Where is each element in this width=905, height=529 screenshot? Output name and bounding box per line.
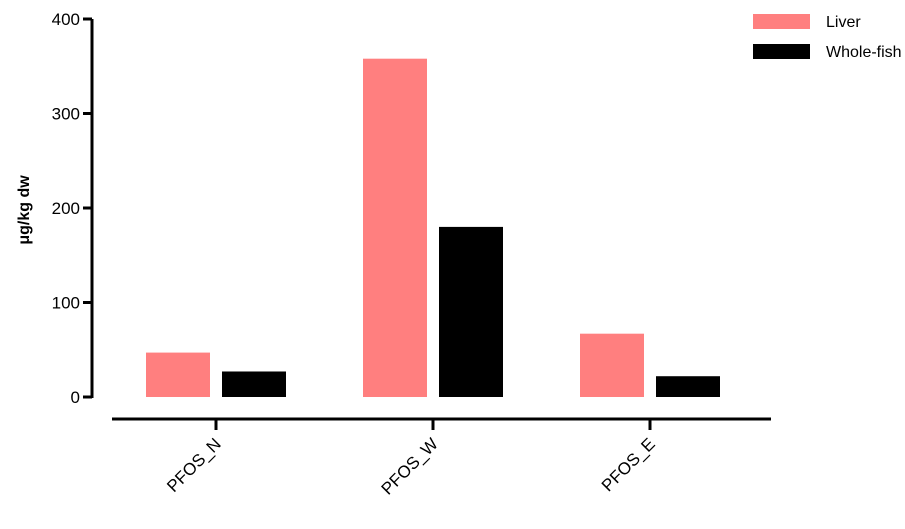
y-axis-title: μg/kg dw [16, 175, 33, 245]
bar-whole-fish-pfos-n [222, 371, 286, 397]
y-tick-label: 300 [52, 105, 80, 124]
x-axis: PFOS_N PFOS_W PFOS_E [112, 417, 771, 499]
legend: Liver Whole-fish [753, 14, 902, 61]
x-tick-label: PFOS_E [598, 434, 659, 495]
x-tick-label: PFOS_N [163, 434, 225, 496]
bar-whole-fish-pfos-e [656, 376, 720, 397]
bar-whole-fish-pfos-w [439, 226, 503, 397]
bar-liver-pfos-w [363, 58, 427, 397]
y-tick-label: 100 [52, 294, 80, 313]
y-axis: 0 100 200 300 400 [52, 10, 94, 407]
legend-swatch [753, 44, 810, 59]
legend-label: Whole-fish [826, 44, 902, 61]
y-tick-label: 0 [71, 388, 80, 407]
bars [146, 58, 720, 397]
y-tick-label: 400 [52, 10, 80, 29]
bar-liver-pfos-e [580, 333, 644, 397]
legend-label: Liver [826, 14, 861, 31]
bar-liver-pfos-n [146, 352, 210, 397]
legend-swatch [753, 14, 810, 29]
y-tick-label: 200 [52, 199, 80, 218]
x-tick-label: PFOS_W [378, 434, 442, 498]
